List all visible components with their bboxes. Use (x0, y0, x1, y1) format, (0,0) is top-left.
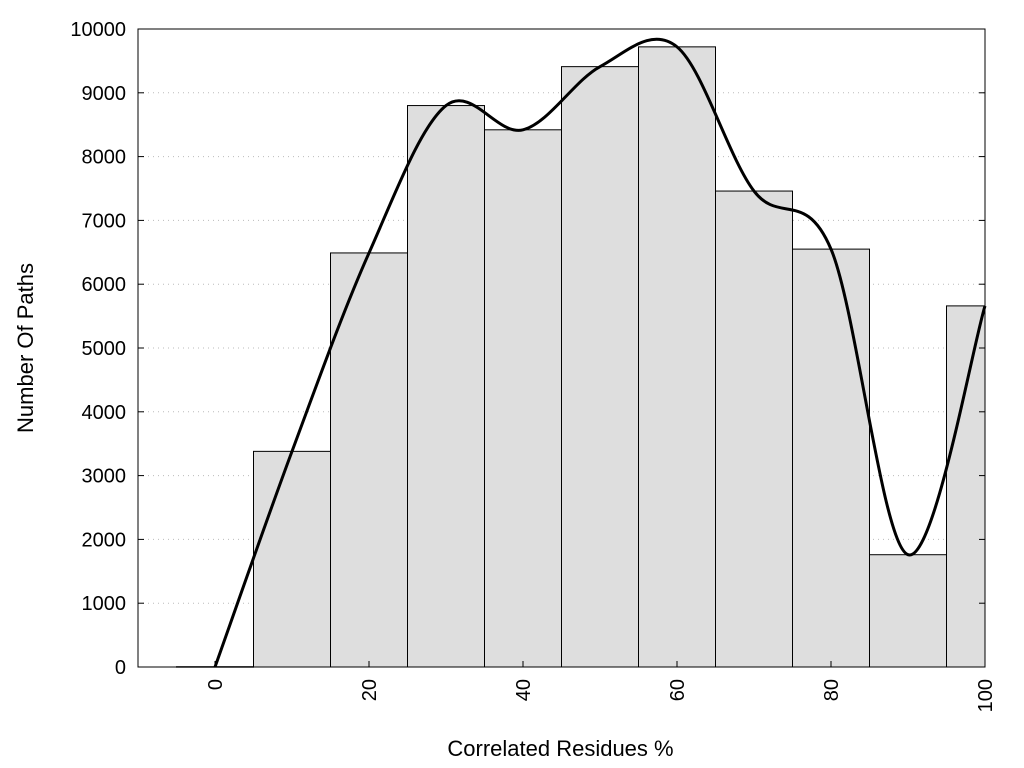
bars (176, 46, 986, 668)
x-tick-label: 100 (975, 679, 997, 712)
x-axis-title: Correlated Residues % (447, 736, 673, 761)
x-tick-label: 80 (821, 679, 843, 701)
y-tick-label: 7000 (82, 210, 127, 232)
histogram-bar (407, 105, 485, 668)
histogram-bar (561, 66, 639, 668)
y-tick-label: 10000 (70, 19, 126, 41)
y-tick-label: 0 (115, 657, 126, 679)
histogram-bar (715, 190, 793, 668)
y-tick-label: 8000 (82, 147, 127, 169)
histogram-bar (638, 46, 716, 668)
y-tick-label: 5000 (82, 338, 127, 360)
x-tick-label: 0 (205, 679, 227, 690)
y-tick-label: 2000 (82, 529, 127, 551)
y-tick-label: 3000 (82, 466, 127, 488)
y-axis-ticks: 0 1000 2000 3000 4000 5000 6000 7000 8000 9000 100… (70, 19, 985, 679)
y-axis-title: Number Of Paths (13, 263, 38, 433)
y-tick-label: 4000 (82, 402, 127, 424)
histogram-bar (869, 554, 947, 668)
y-tick-label: 6000 (82, 274, 127, 296)
y-tick-label: 9000 (82, 83, 127, 105)
histogram-bar (253, 450, 331, 668)
x-tick-label: 60 (667, 679, 689, 701)
x-tick-label: 40 (513, 679, 535, 701)
x-axis-ticks: 0 20 40 60 80 100 (205, 661, 997, 712)
smoothed-curve-line (213, 37, 987, 668)
histogram-bar (330, 252, 408, 668)
histogram-bar (946, 305, 986, 668)
x-tick-label: 20 (359, 679, 381, 701)
histogram-bar (792, 248, 870, 668)
histogram-bar (484, 129, 562, 668)
y-tick-label: 1000 (82, 593, 127, 615)
